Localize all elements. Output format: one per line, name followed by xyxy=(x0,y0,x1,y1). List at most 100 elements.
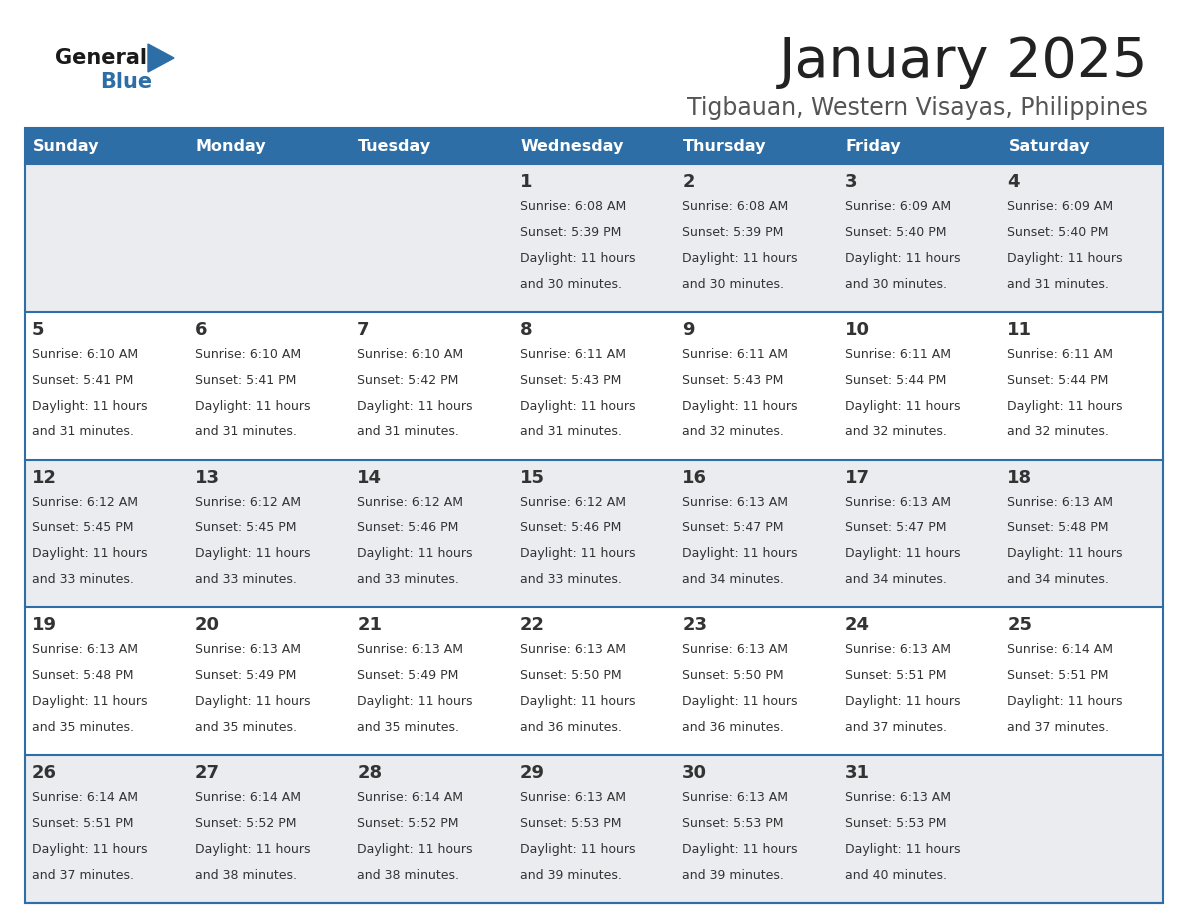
Text: Sunrise: 6:14 AM: Sunrise: 6:14 AM xyxy=(358,791,463,804)
Text: Sunrise: 6:13 AM: Sunrise: 6:13 AM xyxy=(682,496,789,509)
Text: Sunrise: 6:14 AM: Sunrise: 6:14 AM xyxy=(195,791,301,804)
Text: 24: 24 xyxy=(845,616,870,634)
Text: 4: 4 xyxy=(1007,173,1020,191)
Text: and 30 minutes.: and 30 minutes. xyxy=(519,277,621,291)
Text: Tigbauan, Western Visayas, Philippines: Tigbauan, Western Visayas, Philippines xyxy=(687,96,1148,120)
Text: Sunrise: 6:13 AM: Sunrise: 6:13 AM xyxy=(32,644,138,656)
Text: Sunrise: 6:09 AM: Sunrise: 6:09 AM xyxy=(1007,200,1113,213)
Text: Sunset: 5:44 PM: Sunset: 5:44 PM xyxy=(845,374,946,386)
Text: Wednesday: Wednesday xyxy=(520,139,624,153)
Text: 31: 31 xyxy=(845,764,870,782)
Bar xyxy=(675,756,838,903)
Text: Sunset: 5:47 PM: Sunset: 5:47 PM xyxy=(845,521,947,534)
Bar xyxy=(350,312,513,460)
Text: Daylight: 11 hours: Daylight: 11 hours xyxy=(682,695,798,708)
Bar xyxy=(25,164,188,312)
Text: Sunset: 5:42 PM: Sunset: 5:42 PM xyxy=(358,374,459,386)
Text: and 35 minutes.: and 35 minutes. xyxy=(358,721,459,734)
Bar xyxy=(188,312,350,460)
Text: Daylight: 11 hours: Daylight: 11 hours xyxy=(845,547,960,560)
Text: Daylight: 11 hours: Daylight: 11 hours xyxy=(358,695,473,708)
Text: Daylight: 11 hours: Daylight: 11 hours xyxy=(195,547,310,560)
Text: Sunset: 5:45 PM: Sunset: 5:45 PM xyxy=(195,521,296,534)
Text: Sunrise: 6:13 AM: Sunrise: 6:13 AM xyxy=(195,644,301,656)
Text: Daylight: 11 hours: Daylight: 11 hours xyxy=(1007,252,1123,264)
Text: Sunset: 5:40 PM: Sunset: 5:40 PM xyxy=(1007,226,1108,239)
Text: 25: 25 xyxy=(1007,616,1032,634)
Text: Sunset: 5:53 PM: Sunset: 5:53 PM xyxy=(682,817,784,830)
Text: Sunrise: 6:11 AM: Sunrise: 6:11 AM xyxy=(845,348,950,361)
Text: 11: 11 xyxy=(1007,320,1032,339)
Text: Monday: Monday xyxy=(196,139,266,153)
Text: Sunrise: 6:13 AM: Sunrise: 6:13 AM xyxy=(519,791,626,804)
Bar xyxy=(838,312,1000,460)
Bar xyxy=(675,608,838,756)
Text: Sunset: 5:51 PM: Sunset: 5:51 PM xyxy=(1007,669,1108,682)
Text: Sunrise: 6:10 AM: Sunrise: 6:10 AM xyxy=(32,348,138,361)
Text: Sunrise: 6:10 AM: Sunrise: 6:10 AM xyxy=(358,348,463,361)
Text: Sunset: 5:44 PM: Sunset: 5:44 PM xyxy=(1007,374,1108,386)
Text: and 33 minutes.: and 33 minutes. xyxy=(519,573,621,587)
Text: Sunset: 5:40 PM: Sunset: 5:40 PM xyxy=(845,226,947,239)
Text: 21: 21 xyxy=(358,616,383,634)
Text: and 32 minutes.: and 32 minutes. xyxy=(845,425,947,439)
Text: Daylight: 11 hours: Daylight: 11 hours xyxy=(682,399,798,412)
Bar xyxy=(1000,608,1163,756)
Bar xyxy=(1000,312,1163,460)
Text: 8: 8 xyxy=(519,320,532,339)
Text: and 32 minutes.: and 32 minutes. xyxy=(1007,425,1110,439)
Text: 16: 16 xyxy=(682,468,707,487)
Text: Daylight: 11 hours: Daylight: 11 hours xyxy=(519,547,636,560)
Bar xyxy=(513,312,675,460)
Text: Sunset: 5:45 PM: Sunset: 5:45 PM xyxy=(32,521,133,534)
Text: and 31 minutes.: and 31 minutes. xyxy=(32,425,134,439)
Bar xyxy=(838,164,1000,312)
Text: Tuesday: Tuesday xyxy=(358,139,431,153)
Text: January 2025: January 2025 xyxy=(778,35,1148,89)
Text: Sunday: Sunday xyxy=(33,139,100,153)
Text: 5: 5 xyxy=(32,320,44,339)
Text: Sunrise: 6:09 AM: Sunrise: 6:09 AM xyxy=(845,200,950,213)
Text: Daylight: 11 hours: Daylight: 11 hours xyxy=(32,843,147,856)
Text: Sunrise: 6:11 AM: Sunrise: 6:11 AM xyxy=(1007,348,1113,361)
Bar xyxy=(25,312,188,460)
Text: and 30 minutes.: and 30 minutes. xyxy=(682,277,784,291)
Text: 6: 6 xyxy=(195,320,207,339)
Text: and 31 minutes.: and 31 minutes. xyxy=(358,425,459,439)
Text: 14: 14 xyxy=(358,468,383,487)
Text: Sunrise: 6:13 AM: Sunrise: 6:13 AM xyxy=(358,644,463,656)
Text: Sunrise: 6:13 AM: Sunrise: 6:13 AM xyxy=(682,791,789,804)
Bar xyxy=(1000,164,1163,312)
Text: 29: 29 xyxy=(519,764,545,782)
Text: Daylight: 11 hours: Daylight: 11 hours xyxy=(358,547,473,560)
Text: 18: 18 xyxy=(1007,468,1032,487)
Text: 30: 30 xyxy=(682,764,707,782)
Text: Sunset: 5:43 PM: Sunset: 5:43 PM xyxy=(682,374,784,386)
Text: Sunrise: 6:12 AM: Sunrise: 6:12 AM xyxy=(519,496,626,509)
Text: and 37 minutes.: and 37 minutes. xyxy=(32,868,134,882)
Text: Sunset: 5:41 PM: Sunset: 5:41 PM xyxy=(195,374,296,386)
Bar xyxy=(25,756,188,903)
Text: Sunset: 5:49 PM: Sunset: 5:49 PM xyxy=(358,669,459,682)
Text: Sunset: 5:41 PM: Sunset: 5:41 PM xyxy=(32,374,133,386)
Text: 12: 12 xyxy=(32,468,57,487)
Text: 13: 13 xyxy=(195,468,220,487)
Bar xyxy=(838,756,1000,903)
Bar xyxy=(188,460,350,608)
Text: Daylight: 11 hours: Daylight: 11 hours xyxy=(1007,695,1123,708)
Text: Sunset: 5:39 PM: Sunset: 5:39 PM xyxy=(519,226,621,239)
Text: and 31 minutes.: and 31 minutes. xyxy=(519,425,621,439)
Text: Sunset: 5:48 PM: Sunset: 5:48 PM xyxy=(32,669,133,682)
Text: Sunset: 5:53 PM: Sunset: 5:53 PM xyxy=(845,817,947,830)
Text: and 33 minutes.: and 33 minutes. xyxy=(32,573,134,587)
Text: 2: 2 xyxy=(682,173,695,191)
Text: and 37 minutes.: and 37 minutes. xyxy=(1007,721,1110,734)
Text: and 35 minutes.: and 35 minutes. xyxy=(195,721,297,734)
Bar xyxy=(25,460,188,608)
Text: Sunrise: 6:10 AM: Sunrise: 6:10 AM xyxy=(195,348,301,361)
Bar xyxy=(838,608,1000,756)
Text: General: General xyxy=(55,48,147,68)
Bar xyxy=(838,460,1000,608)
Text: Sunset: 5:50 PM: Sunset: 5:50 PM xyxy=(519,669,621,682)
Text: Daylight: 11 hours: Daylight: 11 hours xyxy=(195,399,310,412)
